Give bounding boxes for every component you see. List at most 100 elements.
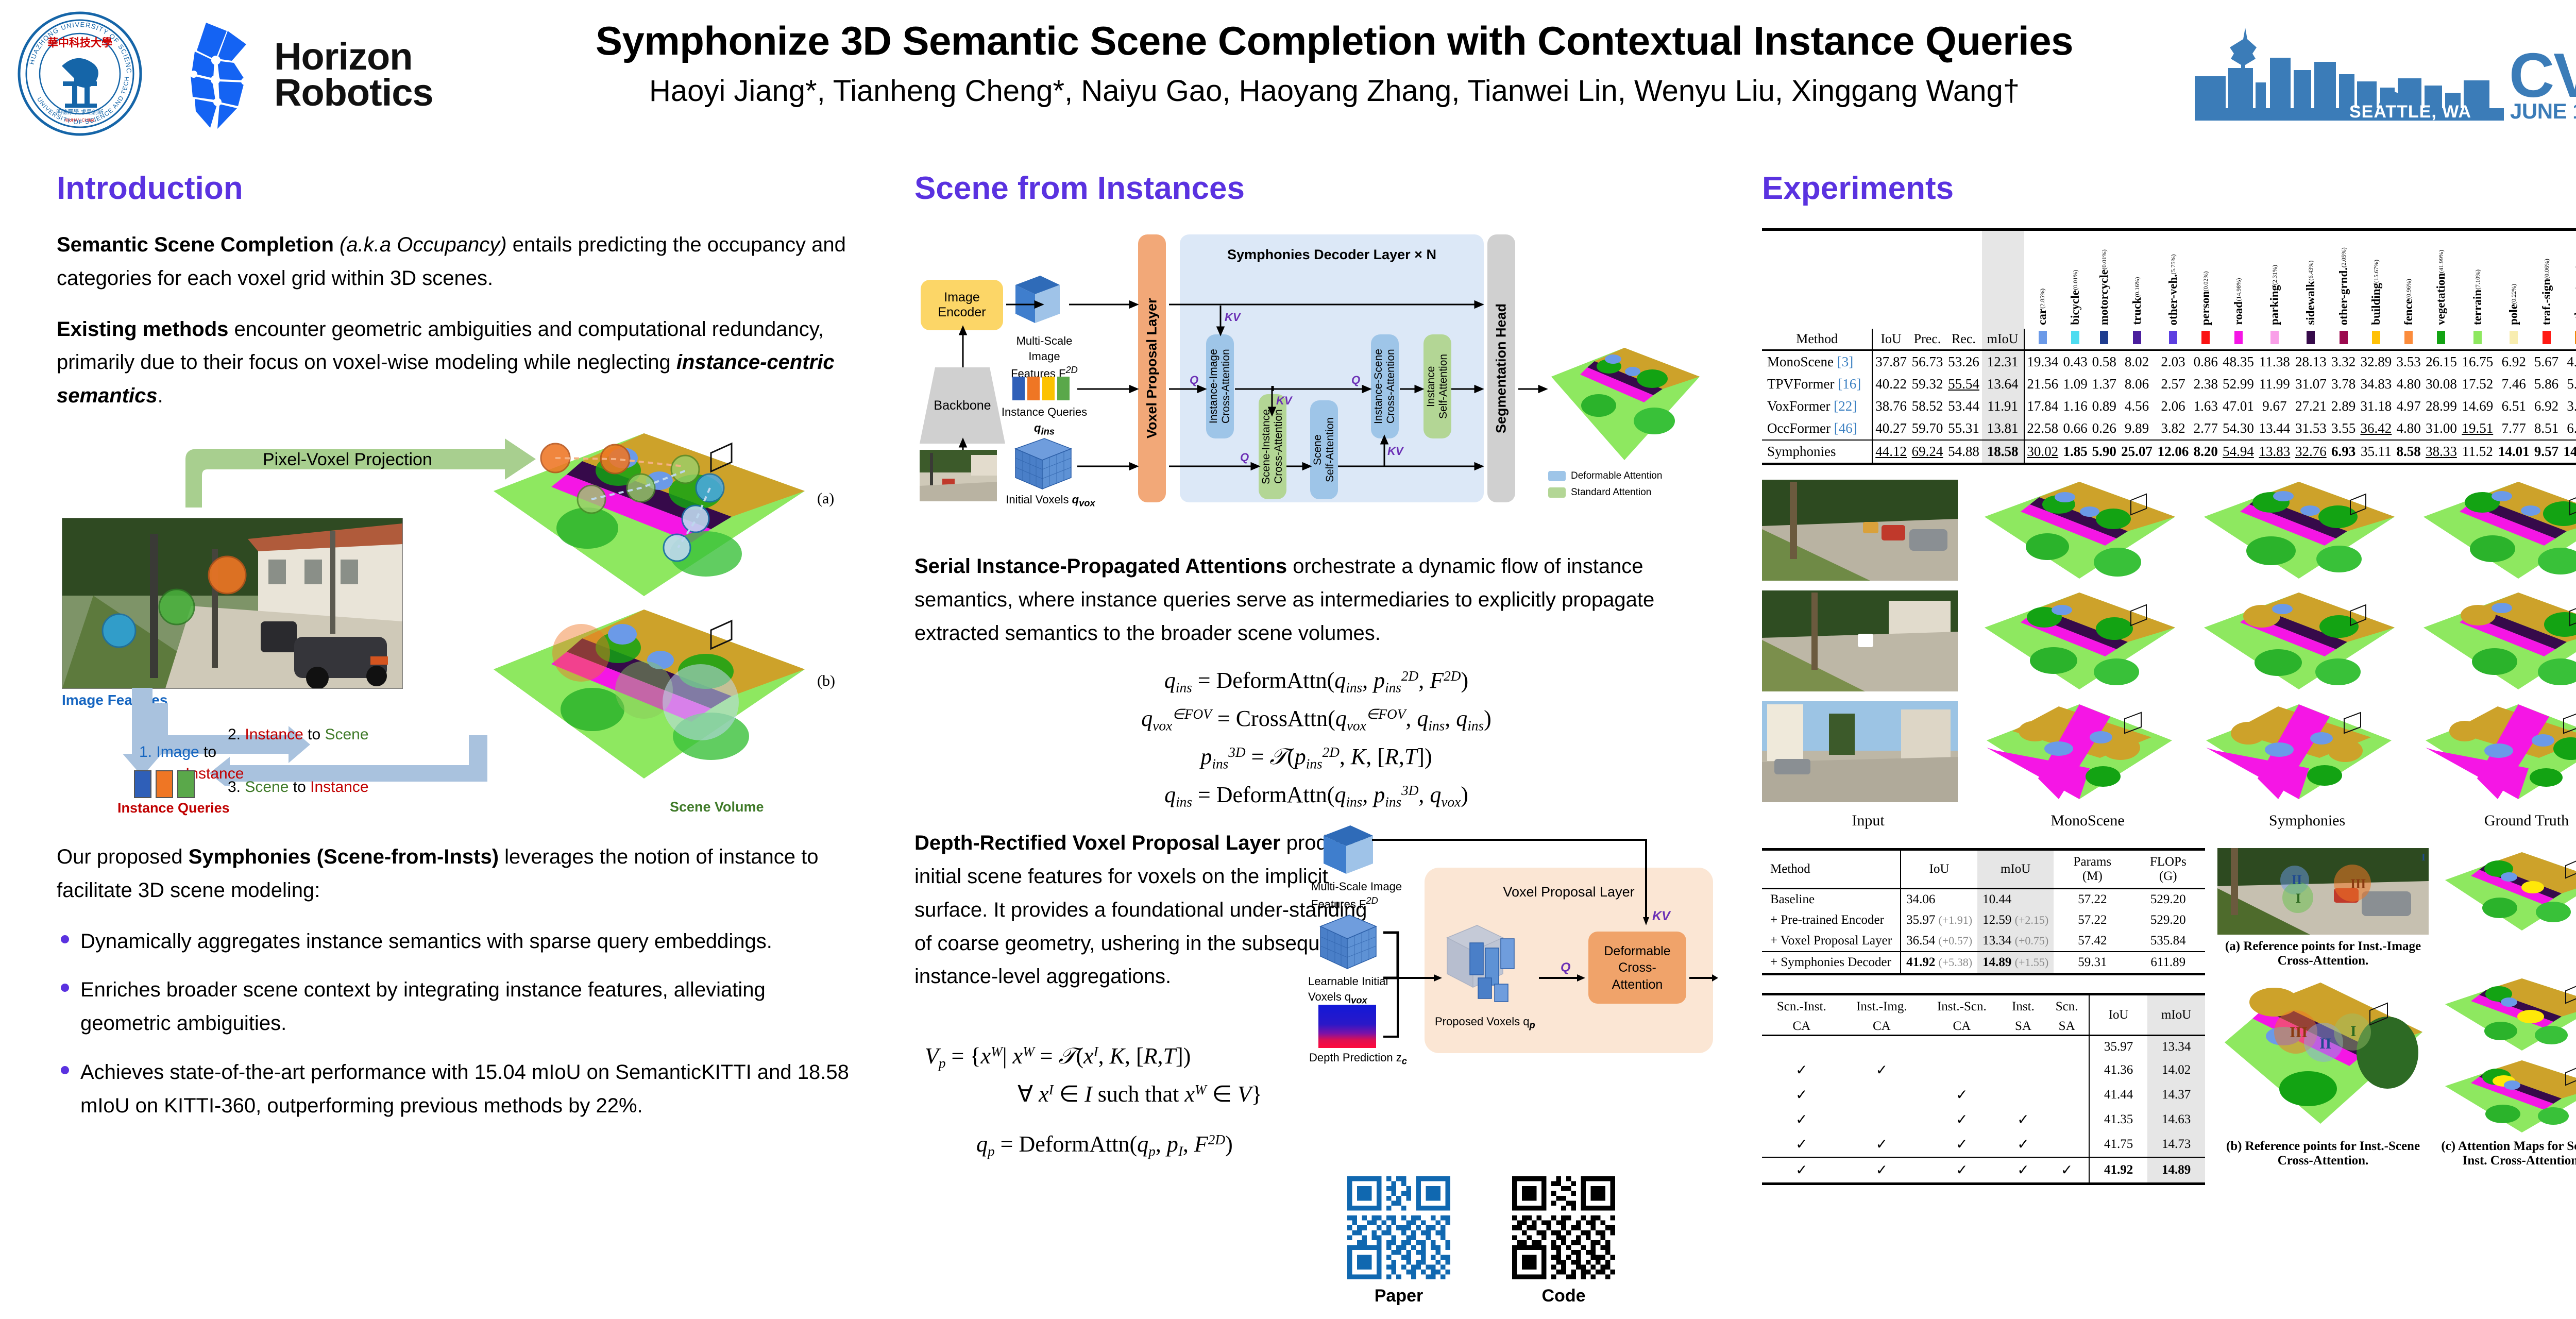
table-cell: 1.85 — [2063, 444, 2088, 459]
table-cell: 26.15 — [2426, 354, 2457, 369]
q-label-1: Q — [1190, 374, 1199, 386]
step2-to: to — [303, 725, 325, 743]
iq-subscript: ins — [1041, 426, 1055, 437]
ablation2-coltop-0: Scn.-Inst. — [1776, 1000, 1826, 1013]
table-cell: 34.83 — [2360, 376, 2392, 392]
table-cell: 8.20 — [2193, 444, 2218, 459]
table-cell: 2.77 — [2193, 420, 2218, 436]
kv-label-2: KV — [1276, 394, 1292, 407]
attention-caption-a: (a) Reference points for Inst.-Image Cro… — [2225, 939, 2421, 968]
decoder-title: Symphonies Decoder Layer × N — [1227, 247, 1436, 262]
attention-caption-c: (c) Attention Maps for Scene- Inst. Cros… — [2437, 1139, 2576, 1168]
q-label-2: Q — [1351, 374, 1361, 386]
qr-paper-icon[interactable] — [1347, 1176, 1450, 1279]
multiscale-line1: Multi-Scale Image — [1016, 334, 1073, 363]
qualitative-groundtruth-3 — [2420, 701, 2576, 805]
class-header-2: motorcycle(0.01%) — [2097, 249, 2111, 325]
list-item: Enriches broader scene context by integr… — [57, 973, 860, 1040]
table-cell: 4.80 — [2396, 376, 2421, 392]
ablation1-col-4: FLOPs (G) — [2149, 855, 2187, 883]
table-cell: 48.35 — [2223, 354, 2254, 369]
iq-label: Instance Queries — [1001, 405, 1088, 418]
ablation2-check-1 — [1841, 1083, 1922, 1107]
qr-code-block[interactable]: Code — [1512, 1176, 1615, 1306]
ablation1-iou: 34.06 — [1900, 888, 1978, 910]
table-cell: 11.91 — [1981, 395, 2024, 417]
cvpr-city-text: SEATTLE, WA — [2349, 102, 2471, 122]
class-swatch-14 — [2496, 329, 2532, 350]
table-cell: 37.87 — [1872, 350, 1909, 373]
ablation1-col-2: mIoU — [1977, 849, 2054, 889]
bullet-1-em: scene context — [243, 978, 370, 1002]
table-cell: 22.58 — [2023, 417, 2061, 440]
table-row: TPVFormer [16] 40.22 59.32 55.54 13.64 21.56 1… — [1762, 373, 2576, 395]
class-header-14: pole(0.22%) — [2507, 284, 2520, 325]
table-cell: 19.34 — [2023, 350, 2061, 373]
panel-label-b: (b) — [817, 672, 835, 689]
ablation1-iou: 36.54 (+0.57) — [1900, 931, 1978, 952]
architecture-legend: Deformable Attention Standard Attention — [1548, 470, 1662, 498]
instance-loop-arrows-icon — [123, 687, 487, 786]
bullet-0-post: with sparse query embeddings. — [481, 929, 772, 953]
ablation2-miou: 14.89 — [2147, 1157, 2205, 1184]
intro-p3-pre: Our proposed — [57, 845, 189, 868]
hust-logo: 華中科技大學 明德厚學 求是創新 WUHAN CHINA HUAZHONG UN… — [13, 3, 144, 138]
ablation1-miou: 14.89 (+1.55) — [1977, 952, 2054, 974]
class-header-0: car(2.85%) — [2036, 289, 2049, 325]
table-cell: 28.99 — [2426, 398, 2457, 414]
table-cell: 9.57 — [2534, 444, 2559, 459]
table-cell: 52.99 — [2223, 376, 2254, 392]
class-header-7: parking(2.31%) — [2267, 265, 2281, 325]
table-cell: 8.51 — [2534, 420, 2559, 436]
table-cell: 40.27 — [1872, 417, 1909, 440]
ablation2-check-3: ✓ — [2017, 1137, 2029, 1153]
svg-text:III: III — [2290, 1024, 2308, 1041]
step3-dst: Instance — [310, 778, 369, 796]
ablation2-miou: 13.34 — [2147, 1035, 2205, 1058]
ablation2-check-3: ✓ — [2017, 1112, 2029, 1128]
figure-pixel-voxel-projection: Pixel-Voxel Projection — [57, 430, 860, 816]
table-cell: 35.11 — [2361, 444, 2392, 459]
table-cell: 6.92 — [2501, 354, 2526, 369]
table-cell: 0.58 — [2092, 354, 2116, 369]
ablation2-check-3 — [2002, 1058, 2045, 1083]
table-row: OccFormer [46] 40.27 59.70 55.31 13.81 22.58 0… — [1762, 417, 2576, 440]
horizon-wordmark: Horizon Robotics — [274, 37, 434, 112]
ablation2-coltop-2: Inst.-Scn. — [1937, 1000, 1987, 1013]
table-cell: 27.21 — [2295, 398, 2327, 414]
intro-p3-bold: Symphonies (Scene-from-Insts) — [188, 845, 499, 868]
table-cell: 16.75 — [2462, 354, 2494, 369]
vpl-dca-label: Deformable Cross- Attention — [1604, 943, 1671, 992]
col-header-miou: mIoU — [1981, 329, 2024, 350]
qualitative-symphonies-3 — [2201, 701, 2413, 805]
qr-code-icon[interactable] — [1512, 1176, 1615, 1279]
ablation2-check-1: ✓ — [1875, 1137, 1888, 1153]
architecture-connectors — [958, 300, 1548, 471]
ablation2-coltop-5: IoU — [2089, 994, 2148, 1036]
class-header-11: fence(0.96%) — [2402, 278, 2415, 325]
bullet-0-pre: Dynamically aggregates — [80, 929, 306, 953]
table-cell: 6.95 — [2567, 420, 2576, 436]
ablation2-iou: 41.44 — [2089, 1083, 2148, 1107]
arch-chip-yellow — [1042, 377, 1055, 400]
row-method: TPVFormer [16] — [1767, 376, 1861, 392]
ablation2-iou: 41.92 — [2089, 1157, 2148, 1184]
table-cell: 28.13 — [2295, 354, 2327, 369]
list-item: Achieves state-of-the-art performance wi… — [57, 1056, 860, 1123]
equation-4: qins = DeformAttn(qins, pins3D, qvox) — [1164, 782, 1468, 810]
svg-text:JUNE 17-21, 2024: JUNE 17-21, 2024 — [2510, 99, 2576, 123]
vpl-learnable-label: Learnable Initial Voxels qvox — [1308, 974, 1421, 1007]
table-cell: 3.78 — [2331, 376, 2356, 392]
section-heading-introduction: Introduction — [57, 171, 243, 206]
component-ablation-table: Method IoU mIoU Params (M) FLOPs (G) Baselin… — [1762, 848, 2205, 975]
table-cell: 11.38 — [2259, 354, 2290, 369]
proposed-voxels-icon — [1446, 925, 1515, 1003]
table-header-row: car(2.85%) bicycle(0.01%) motorcycle(0.01%… — [1762, 229, 2576, 329]
table-cell: 1.16 — [2063, 398, 2088, 414]
bottom-results-area: Method IoU mIoU Params (M) FLOPs (G) Baselin… — [1762, 848, 2576, 1185]
col-header-iou: IoU — [1872, 329, 1909, 350]
ablation2-check-1 — [1841, 1107, 1922, 1132]
serial-attentions-paragraph: Serial Instance-Propagated Attentions or… — [914, 550, 1718, 650]
svg-text:WUHAN CHINA: WUHAN CHINA — [65, 118, 95, 123]
qr-paper-block[interactable]: Paper — [1347, 1176, 1450, 1306]
